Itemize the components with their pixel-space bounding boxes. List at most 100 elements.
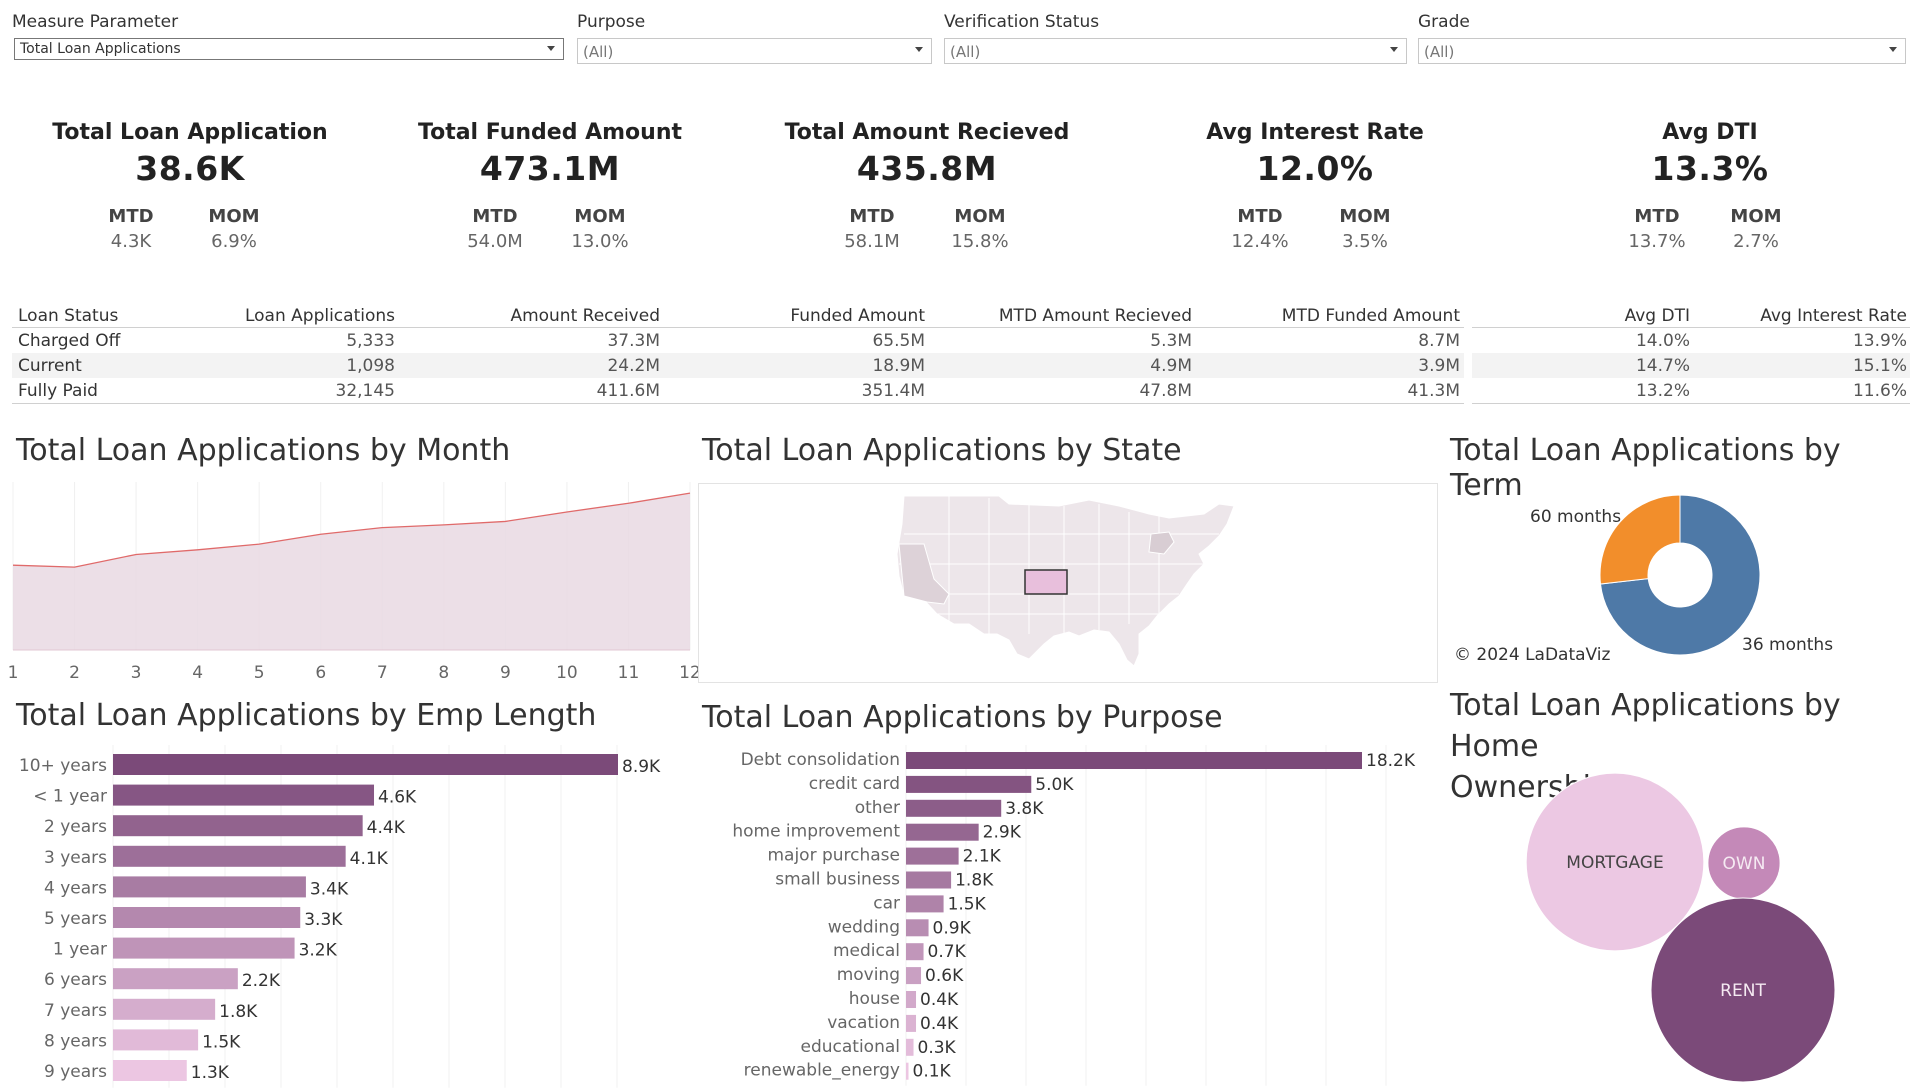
month-tick-label: 10 bbox=[556, 663, 578, 683]
bar[interactable] bbox=[113, 815, 363, 837]
bar[interactable] bbox=[906, 823, 979, 841]
state-map-panel[interactable] bbox=[698, 483, 1438, 683]
bar-value-label: 1.3K bbox=[191, 1063, 230, 1083]
month-point[interactable] bbox=[626, 501, 630, 505]
home-ownership-chart-title: Total Loan Applications by Home Ownershi… bbox=[1450, 685, 1918, 808]
bar[interactable] bbox=[906, 991, 917, 1008]
bar[interactable] bbox=[113, 1060, 187, 1081]
month-point[interactable] bbox=[688, 491, 692, 495]
bar-value-label: 0.4K bbox=[920, 990, 959, 1010]
bar-category-label: home improvement bbox=[732, 822, 900, 842]
kpi-mom-label: MOM bbox=[208, 206, 260, 227]
bar[interactable] bbox=[906, 752, 1362, 769]
bar-category-label: 2 years bbox=[44, 817, 107, 837]
bar-value-label: 0.9K bbox=[933, 918, 972, 938]
month-point[interactable] bbox=[503, 519, 507, 523]
home-bubble[interactable] bbox=[1650, 897, 1836, 1083]
bar-value-label: 0.7K bbox=[928, 942, 967, 962]
cell-funded-amount: 18.9M bbox=[872, 356, 925, 376]
grade-filter-dropdown[interactable]: (All) bbox=[1418, 38, 1906, 64]
measure-parameter-label: Measure Parameter bbox=[12, 12, 179, 32]
kpi-mom-label: MOM bbox=[1730, 206, 1782, 227]
bar[interactable] bbox=[906, 871, 952, 889]
bar-category-label: major purchase bbox=[767, 846, 900, 866]
bar[interactable] bbox=[113, 754, 618, 775]
purpose-bar-chart[interactable]: Debt consolidation 18.2K credit card 5.0K ot… bbox=[700, 745, 1420, 1089]
month-tick-label: 1 bbox=[8, 663, 19, 683]
bar[interactable] bbox=[113, 845, 346, 867]
table-header-divider bbox=[12, 327, 1464, 328]
month-point[interactable] bbox=[442, 523, 446, 527]
term-slice[interactable] bbox=[1599, 494, 1681, 585]
bar[interactable] bbox=[113, 1029, 199, 1051]
cell-loan-status: Charged Off bbox=[18, 331, 121, 351]
bar[interactable] bbox=[113, 784, 375, 806]
bar-value-label: 2.9K bbox=[983, 823, 1022, 843]
bar[interactable] bbox=[906, 1014, 917, 1032]
kpi-mom-value: 3.5% bbox=[1342, 231, 1388, 252]
chevron-down-icon bbox=[1390, 47, 1398, 52]
cell-loan-applications: 32,145 bbox=[335, 381, 395, 401]
bar[interactable] bbox=[906, 847, 959, 865]
kpi-mom: MOM 6.9% bbox=[189, 206, 279, 252]
kpi-title: Total Amount Recieved bbox=[784, 120, 1070, 145]
month-point[interactable] bbox=[380, 526, 384, 530]
state-kansas-highlight[interactable] bbox=[1024, 569, 1068, 595]
home-ownership-bubble-chart[interactable]: MORTGAGE OWN RENT bbox=[1450, 760, 1910, 1089]
kpi-mom-label: MOM bbox=[574, 206, 626, 227]
bar-category-label: 6 years bbox=[44, 970, 107, 990]
copyright-label: © 2024 LaDataViz bbox=[1454, 645, 1611, 665]
purpose-filter-dropdown[interactable]: (All) bbox=[577, 38, 932, 64]
month-point[interactable] bbox=[565, 510, 569, 514]
us-map[interactable] bbox=[699, 484, 1439, 684]
bar[interactable] bbox=[906, 1062, 909, 1080]
bar[interactable] bbox=[113, 968, 238, 990]
month-point[interactable] bbox=[11, 563, 15, 567]
bar-category-label: car bbox=[873, 893, 900, 913]
month-point[interactable] bbox=[257, 542, 261, 546]
kpi-value: 13.3% bbox=[1651, 149, 1769, 188]
bar[interactable] bbox=[113, 998, 216, 1020]
month-point[interactable] bbox=[73, 565, 77, 569]
bar[interactable] bbox=[113, 937, 295, 959]
measure-parameter-dropdown[interactable]: Total Loan Applications bbox=[14, 38, 564, 60]
home-ownership-title-line1: Total Loan Applications by Home bbox=[1450, 688, 1841, 764]
bar[interactable] bbox=[906, 1038, 914, 1056]
bar[interactable] bbox=[113, 876, 306, 898]
table-bottom-divider bbox=[12, 403, 1464, 404]
kpi-title: Total Loan Application bbox=[52, 120, 328, 145]
bar[interactable] bbox=[906, 943, 924, 961]
bar-category-label: moving bbox=[837, 965, 900, 985]
state-new-york[interactable] bbox=[1148, 531, 1175, 555]
emp-length-bar-chart[interactable]: 10+ years 8.9K < 1 year 4.6K 2 years 4.4K 3 ye… bbox=[0, 745, 700, 1089]
state-california[interactable] bbox=[898, 543, 950, 605]
emp-length-chart-title: Total Loan Applications by Emp Length bbox=[16, 698, 597, 733]
month-point[interactable] bbox=[319, 532, 323, 536]
cell-mtd-amount-received: 5.3M bbox=[1150, 331, 1192, 351]
month-area-chart[interactable]: 1 2 3 4 5 6 7 8 9 10 11 12 bbox=[0, 478, 700, 688]
month-point[interactable] bbox=[196, 548, 200, 552]
kpi-value: 435.8M bbox=[856, 149, 998, 188]
bar-category-label: 5 years bbox=[44, 909, 107, 929]
kpi-mom: MOM 2.7% bbox=[1711, 206, 1801, 252]
term-slice[interactable] bbox=[1599, 494, 1761, 656]
bar[interactable] bbox=[906, 799, 1002, 817]
month-point[interactable] bbox=[134, 552, 138, 556]
month-chart-title: Total Loan Applications by Month bbox=[16, 433, 511, 468]
kpi-title: Avg Interest Rate bbox=[1206, 120, 1424, 145]
bar[interactable] bbox=[906, 919, 929, 937]
bar-value-label: 18.2K bbox=[1366, 751, 1416, 771]
verification-filter-dropdown[interactable]: (All) bbox=[944, 38, 1407, 64]
bar[interactable] bbox=[906, 775, 1032, 793]
kpi-total-funded-amount: Total Funded Amount 473.1M MTD 54.0M MOM… bbox=[400, 120, 700, 252]
bar[interactable] bbox=[113, 907, 301, 928]
cell-mtd-funded-amount: 8.7M bbox=[1418, 331, 1460, 351]
bar[interactable] bbox=[906, 895, 944, 913]
bar-value-label: 0.3K bbox=[918, 1038, 957, 1058]
kpi-mom-value: 2.7% bbox=[1733, 231, 1779, 252]
term-donut-chart[interactable]: 36 months 60 months bbox=[1450, 480, 1910, 680]
bar[interactable] bbox=[906, 967, 922, 985]
kpi-mtd-label: MTD bbox=[1237, 206, 1283, 227]
kpi-mtd-label: MTD bbox=[849, 206, 895, 227]
home-bubble[interactable] bbox=[1525, 772, 1705, 952]
